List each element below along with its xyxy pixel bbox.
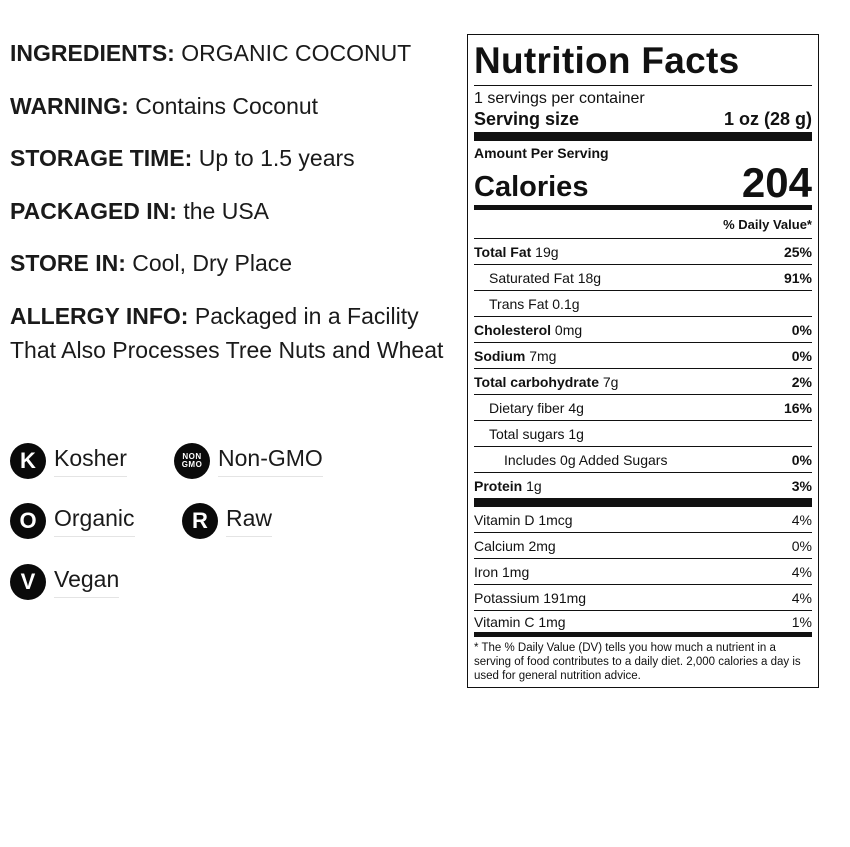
serving-size-row: Serving size 1 oz (28 g): [474, 108, 812, 141]
nutrient-row-cholesterol: Cholesterol 0mg 0%: [474, 317, 812, 343]
badge-label: Organic: [54, 505, 135, 537]
vitamin-row-calcium: Calcium 2mg 0%: [474, 533, 812, 559]
nutrient-row-protein: Protein 1g 3%: [474, 473, 812, 507]
vitamin-row-potassium: Potassium 191mg 4%: [474, 585, 812, 611]
vitamin-row-vitamin-c: Vitamin C 1mg 1%: [474, 611, 812, 637]
non-gmo-icon: NON GMO: [174, 443, 210, 479]
nutrient-row-sodium: Sodium 7mg 0%: [474, 343, 812, 369]
serving-size-label: Serving size: [474, 109, 580, 129]
warning-line: WARNING: Contains Coconut: [10, 92, 319, 119]
daily-value-footnote: * The % Daily Value (DV) tells you how m…: [474, 642, 801, 682]
serving-size-value: 1 oz (28 g): [723, 109, 812, 129]
nutrient-row-dietary-fiber: Dietary fiber 4g 16%: [474, 395, 812, 421]
vitamin-row-vitamin-d: Vitamin D 1mcg 4%: [474, 507, 812, 533]
badge-kosher: K Kosher: [10, 443, 127, 479]
nutrition-title: Nutrition Facts: [474, 41, 812, 86]
daily-value-percent: 3%: [791, 478, 812, 494]
nutrition-facts-panel: Nutrition Facts 1 servings per container…: [467, 34, 819, 688]
nutrient-row-total-sugars: Total sugars 1g: [474, 421, 812, 447]
daily-value-percent: 91%: [783, 269, 812, 286]
badge-label: Non-GMO: [218, 445, 323, 477]
product-info: INGREDIENTS: ORGANIC COCONUT WARNING: Co…: [10, 36, 455, 385]
allergy-info-line: ALLERGY INFO: Packaged in a Facility Tha…: [10, 302, 444, 363]
nutrient-row-saturated-fat: Saturated Fat 18g 91%: [474, 265, 812, 291]
badge-organic: O Organic: [10, 503, 135, 539]
calories-label: Calories: [474, 171, 589, 203]
badge-label: Kosher: [54, 445, 127, 477]
daily-value-percent: 25%: [783, 243, 812, 260]
nutrient-row-total-fat: Total Fat 19g 25%: [474, 239, 812, 265]
calories-value: 204: [741, 159, 812, 206]
daily-value-percent: 16%: [783, 399, 812, 416]
vitamin-row-iron: Iron 1mg 4%: [474, 559, 812, 585]
storage-time-line: STORAGE TIME: Up to 1.5 years: [10, 145, 355, 171]
organic-icon: O: [10, 503, 46, 539]
packaged-in-line: PACKAGED IN: the USA: [10, 197, 270, 224]
badge-label: Vegan: [54, 566, 120, 598]
servings-per-container: 1 servings per container: [474, 90, 645, 107]
raw-icon: R: [182, 503, 218, 539]
nutrient-row-trans-fat: Trans Fat 0.1g: [474, 291, 812, 317]
badge-raw: R Raw: [182, 503, 273, 539]
nutrient-row-added-sugars: Includes 0g Added Sugars 0%: [474, 447, 812, 473]
kosher-icon: K: [10, 443, 46, 479]
store-in-line: STORE IN: Cool, Dry Place: [10, 250, 293, 276]
badge-label: Raw: [226, 505, 273, 537]
ingredients-line: INGREDIENTS: ORGANIC COCONUT: [10, 40, 412, 66]
daily-value-percent: 0%: [791, 451, 812, 468]
badge-vegan: V Vegan: [10, 564, 120, 600]
nutrient-row-total-carbohydrate: Total carbohydrate 7g 2%: [474, 369, 812, 395]
daily-value-percent: 0%: [791, 321, 812, 338]
badge-non-gmo: NON GMO Non-GMO: [174, 443, 323, 479]
vegan-icon: V: [10, 564, 46, 600]
calories-row: Calories 204: [474, 161, 812, 210]
daily-value-percent: 0%: [791, 347, 812, 364]
amount-per-serving: Amount Per Serving: [474, 145, 609, 161]
daily-value-percent: 2%: [791, 373, 812, 390]
daily-value-header: % Daily Value*: [474, 210, 812, 239]
